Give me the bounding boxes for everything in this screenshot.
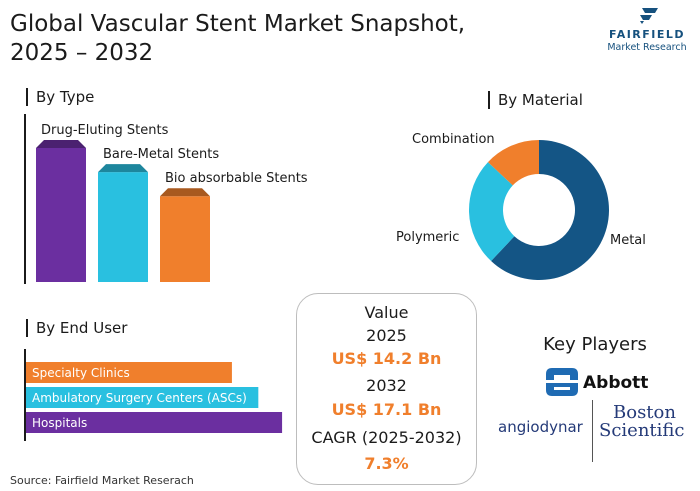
by-material-heading: By Material xyxy=(488,91,583,109)
bar-label-specialty-clinics: Specialty Clinics xyxy=(32,366,130,380)
bar-drug-eluting-stents xyxy=(36,148,86,282)
page-title: Global Vascular Stent Market Snapshot, 2… xyxy=(10,11,466,66)
bar-cap-bio-absorbable-stents xyxy=(160,188,210,197)
bar-label-drug-eluting-stents: Drug-Eluting Stents xyxy=(41,123,169,138)
angiodynamics-wordmark: angiodynar xyxy=(498,418,583,436)
boston-scientific-wordmark: Boston Scientific xyxy=(599,404,695,440)
slice-combination xyxy=(487,140,539,186)
by-type-heading: By Type xyxy=(26,88,94,106)
boston-line-1: Boston xyxy=(613,402,676,423)
source-note: Source: Fairfield Market Reserach xyxy=(10,474,194,487)
by-end-user-chart: Specialty Clinics Ambulatory Surgery Cent… xyxy=(24,349,283,441)
boston-line-2: Scientific xyxy=(599,420,685,441)
value-2025: US$ 14.2 Bn xyxy=(331,349,442,368)
slice-metal xyxy=(491,140,609,280)
value-2032: US$ 17.1 Bn xyxy=(331,400,442,419)
cagr-value: 7.3% xyxy=(364,454,409,473)
abbott-logo-mark: Abbott xyxy=(546,368,648,396)
slice-polymeric xyxy=(469,162,515,262)
slice-label-polymeric: Polymeric xyxy=(396,230,459,245)
value-year-2025: 2025 xyxy=(366,326,407,345)
value-label: Value xyxy=(364,303,409,322)
by-material-chart: Metal Polymeric Combination xyxy=(396,132,646,280)
bar-label-bare-metal-stents: Bare-Metal Stents xyxy=(103,147,219,162)
fairfield-logo-icon xyxy=(640,8,658,24)
key-players-title: Key Players xyxy=(543,334,647,355)
cagr-label: CAGR (2025-2032) xyxy=(311,428,462,447)
by-end-user-heading: By End User xyxy=(26,319,127,337)
bar-label-ambulatory-surgery-centers-ascs: Ambulatory Surgery Centers (ASCs) xyxy=(32,391,247,405)
fairfield-logo: FAIRFIELD Market Research xyxy=(598,6,696,54)
abbott-wordmark: Abbott xyxy=(583,373,648,393)
key-players-divider xyxy=(592,400,593,462)
bar-bio-absorbable-stents xyxy=(160,196,210,282)
bar-hospitals xyxy=(26,412,283,433)
logo-name: FAIRFIELD xyxy=(608,28,686,41)
slice-label-combination: Combination xyxy=(412,132,495,147)
bar-specialty-clinics xyxy=(26,362,232,383)
bar-label-hospitals: Hospitals xyxy=(32,416,87,430)
bar-label-bio-absorbable-stents: Bio absorbable Stents xyxy=(165,171,308,186)
bar-ambulatory-surgery-centers-ascs xyxy=(26,387,259,408)
bar-cap-bare-metal-stents xyxy=(98,164,148,173)
bar-bare-metal-stents xyxy=(98,172,148,282)
bar-cap-drug-eluting-stents xyxy=(36,140,86,148)
value-year-2032: 2032 xyxy=(366,376,407,395)
logo-subtitle: Market Research xyxy=(607,42,687,53)
value-box: Value 2025 US$ 14.2 Bn 2032 US$ 17.1 Bn … xyxy=(296,293,477,485)
abbott-logo: Abbott xyxy=(545,366,655,398)
slice-label-metal: Metal xyxy=(610,233,646,248)
by-type-chart: Drug-Eluting Stents Bare-Metal Stents Bio … xyxy=(24,114,308,284)
